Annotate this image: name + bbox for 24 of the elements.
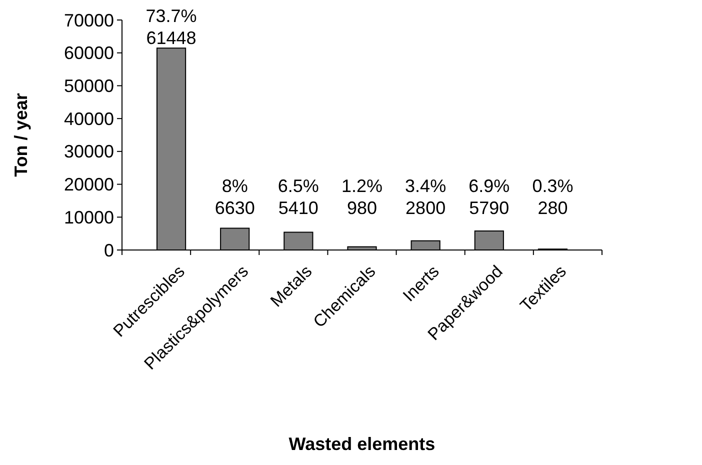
y-tick-label: 20000 bbox=[64, 174, 114, 195]
y-tick-label: 70000 bbox=[64, 10, 114, 30]
data-label: 6630 bbox=[214, 198, 255, 218]
y-tick-label: 10000 bbox=[64, 207, 114, 228]
data-label: 2800 bbox=[406, 198, 446, 218]
y-tick-label: 30000 bbox=[64, 142, 114, 162]
annotation: 73.7% bbox=[146, 6, 197, 26]
annotation: 1.2% bbox=[341, 176, 383, 196]
y-tick-label: 0 bbox=[104, 240, 114, 260]
annotation: 3.4% bbox=[405, 176, 446, 196]
annotation: 0.3% bbox=[532, 176, 574, 196]
annotation: 6.5% bbox=[278, 176, 319, 196]
data-label: 980 bbox=[346, 198, 378, 218]
data-label: 61448 bbox=[146, 28, 196, 48]
x-axis-title: Wasted elements bbox=[288, 434, 436, 454]
y-tick-label: 60000 bbox=[64, 43, 114, 64]
y-axis-title: Ton / year bbox=[11, 93, 31, 177]
data-label: 5410 bbox=[278, 198, 318, 218]
y-tick-label: 40000 bbox=[64, 108, 114, 129]
data-label: 5790 bbox=[469, 198, 510, 218]
y-tick-label: 50000 bbox=[64, 76, 114, 96]
annotation: 8% bbox=[222, 176, 248, 196]
annotation: 6.9% bbox=[468, 176, 510, 196]
data-label: 280 bbox=[538, 198, 568, 218]
